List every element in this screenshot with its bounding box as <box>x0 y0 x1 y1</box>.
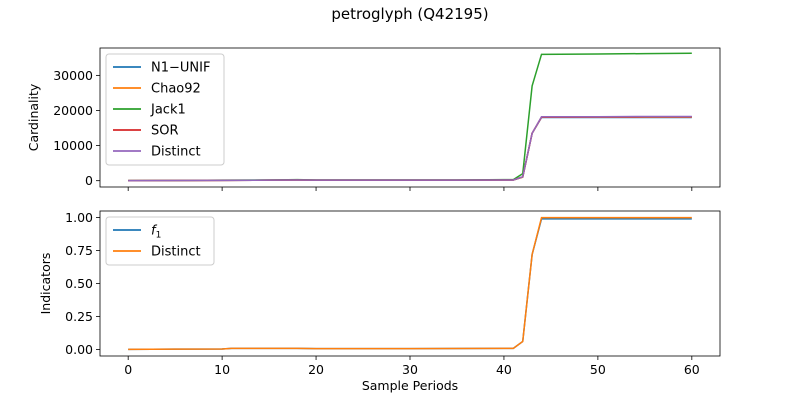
legend-label: Distinct <box>151 145 201 160</box>
legend-label: N1−UNIF <box>151 61 210 76</box>
y-tick-label: 0.50 <box>65 276 93 291</box>
legend-box <box>105 53 225 166</box>
y-tick-label: 10000 <box>53 138 93 153</box>
x-tick-label: 20 <box>308 362 324 377</box>
y-tick-label: 0 <box>85 173 93 188</box>
legend-label: Jack1 <box>150 103 186 118</box>
y-axis-label: Indicators <box>38 253 53 315</box>
x-tick-label: 0 <box>124 362 132 377</box>
legend-label: SOR <box>151 124 179 139</box>
y-tick-label: 1.00 <box>65 210 93 225</box>
y-axis-label: Cardinality <box>26 83 41 151</box>
x-tick-label: 50 <box>590 362 606 377</box>
legend-label: Chao92 <box>151 82 201 97</box>
legend: f1 Distinct <box>105 216 215 266</box>
legend-box <box>105 216 215 266</box>
y-tick-label: 0.00 <box>65 342 93 357</box>
y-tick-label: 20000 <box>53 103 93 118</box>
y-tick-label: 0.75 <box>65 243 93 258</box>
legend-label: Distinct <box>151 245 201 260</box>
series-line-0-4 <box>128 115 692 182</box>
x-tick-label: 60 <box>684 362 700 377</box>
indicators-panel: 0 10 20 30 40 50 60 0.00 0.25 0.50 0.75 1.00 Indicat… <box>38 210 721 393</box>
figure-title: petroglyph (Q42195) <box>331 5 488 23</box>
x-tick-label: 40 <box>496 362 512 377</box>
cardinality-panel: 0 10000 20000 30000 Cardinality N1−UNIF Chao92… <box>26 47 721 191</box>
x-axis-label: Sample Periods <box>362 378 458 393</box>
legend: N1−UNIF Chao92 Jack1 SOR Distinct <box>105 53 225 166</box>
series-line-1-1 <box>128 216 692 351</box>
x-tick-label: 10 <box>214 362 230 377</box>
y-tick-label: 0.25 <box>65 309 93 324</box>
x-tick-label: 30 <box>402 362 418 377</box>
y-tick-label: 30000 <box>53 68 93 83</box>
legend-label: f1 <box>151 224 161 241</box>
